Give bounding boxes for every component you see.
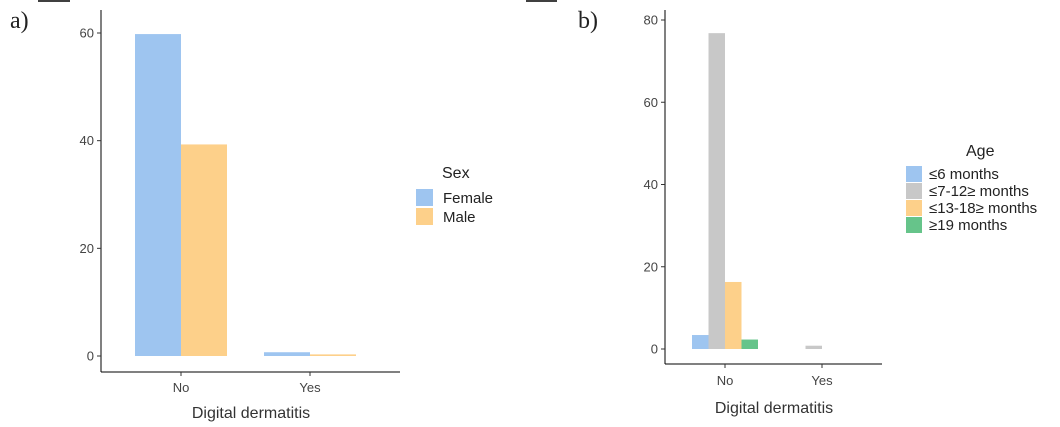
x-tick-label-a-yes: Yes	[299, 380, 321, 395]
y-tick-label-b-80: 80	[644, 13, 658, 28]
y-ticks-a: 0 20 40 60	[80, 26, 101, 364]
legend-label-b-le13-18ge-months: ≤13-18≥ months	[929, 200, 1037, 217]
panel-label-b: b)	[578, 8, 598, 34]
bar-a-yes-female	[264, 352, 310, 356]
legend-title-a: Sex	[442, 165, 470, 182]
bars-group-a	[135, 34, 356, 357]
y-ticks-b: 0 20 40 60 80	[644, 13, 665, 357]
panel-label-a: a)	[10, 8, 29, 34]
x-axis-title-a: Digital dermatitis	[192, 405, 310, 422]
y-tick-label-b-40: 40	[644, 177, 658, 192]
legend-swatch-b-le6-months	[906, 166, 922, 182]
legend-items-b: ≤6 months≤7-12≥ months≤13-18≥ months≥19 …	[906, 166, 1037, 234]
bar-b-no-le7-12ge-months	[708, 33, 725, 349]
legend-items-a: Female Male	[416, 189, 493, 226]
legend-label-b-ge19-months: ≥19 months	[929, 217, 1007, 234]
bar-a-no-male	[181, 144, 227, 356]
y-tick-label-a-20: 20	[80, 241, 94, 256]
chart-panel-b: b) 0 20 40 60 80 No Yes Digital dermatitis Ag…	[578, 8, 1037, 417]
y-tick-label-b-60: 60	[644, 95, 658, 110]
legend-swatch-a-female	[416, 189, 433, 206]
x-axis-title-b: Digital dermatitis	[715, 400, 833, 417]
bar-b-no-le6-months	[692, 335, 709, 349]
bar-b-no-le13-18ge-months	[725, 281, 742, 349]
legend-label-b-le6-months: ≤6 months	[929, 166, 999, 183]
legend-label-a-female: Female	[443, 190, 493, 207]
x-ticks-b: No Yes	[717, 364, 833, 388]
bar-a-yes-male	[310, 354, 356, 356]
x-tick-label-a-no: No	[173, 380, 190, 395]
bar-b-yes-le7-12ge-months	[805, 345, 822, 349]
y-tick-label-b-20: 20	[644, 259, 658, 274]
bar-a-no-female	[135, 34, 181, 357]
legend-b: Age ≤6 months≤7-12≥ months≤13-18≥ months…	[906, 143, 1037, 234]
legend-swatch-b-le13-18ge-months	[906, 200, 922, 216]
y-tick-label-b-0: 0	[651, 342, 658, 357]
legend-label-b-le7-12ge-months: ≤7-12≥ months	[929, 183, 1029, 200]
x-tick-label-b-yes: Yes	[811, 373, 833, 388]
legend-swatch-b-le7-12ge-months	[906, 183, 922, 199]
legend-label-a-male: Male	[443, 209, 476, 226]
bars-group-b	[692, 33, 822, 349]
y-tick-label-a-60: 60	[80, 26, 94, 41]
x-tick-label-b-no: No	[717, 373, 734, 388]
y-tick-label-a-40: 40	[80, 133, 94, 148]
legend-swatch-a-male	[416, 208, 433, 225]
y-tick-label-a-0: 0	[87, 349, 94, 364]
legend-a: Sex Female Male	[416, 165, 493, 226]
chart-panel-a: a) 0 20 40 60 No Yes Digital dermatitis Sex …	[10, 8, 493, 422]
legend-title-b: Age	[966, 143, 995, 160]
x-ticks-a: No Yes	[173, 372, 321, 395]
legend-swatch-b-ge19-months	[906, 217, 922, 233]
bar-b-no-ge19-months	[741, 339, 758, 349]
